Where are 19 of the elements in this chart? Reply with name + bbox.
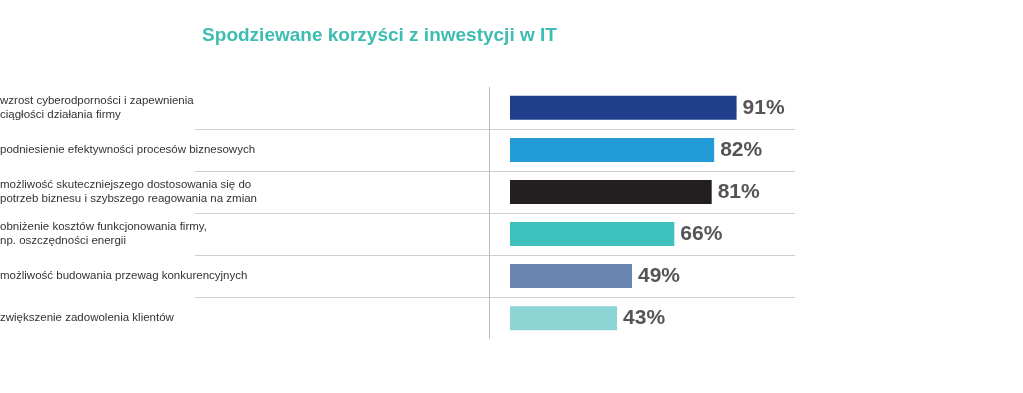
y-tick-label: możliwość budowania przewag konkurencyjnych (0, 269, 248, 282)
bar (510, 95, 737, 120)
data-label: 66% (680, 220, 723, 244)
bar (510, 179, 712, 204)
y-tick-label: możliwość skuteczniejszego dostosowania się do potrzeb biznesu i szybszego reagowania na zmian (0, 178, 257, 205)
y-tick-label: wzrost cyberodporności i zapewnienia ciągłości działania firmy (0, 94, 195, 120)
data-label: 82% (720, 136, 763, 160)
bar (510, 137, 715, 162)
data-label: 91% (742, 94, 785, 118)
bar (510, 222, 675, 247)
bar (510, 306, 618, 331)
bar (510, 264, 633, 289)
chart-title: Spodziewane korzyści z inwestycji w IT (202, 23, 558, 45)
y-tick-label: podniesienie efektywności procesów biznesowych (0, 143, 256, 156)
y-tick-label: zwiększenie zadowolenia klientów (0, 311, 175, 324)
data-label: 49% (638, 262, 681, 286)
data-label: 43% (623, 304, 666, 328)
data-label: 81% (717, 178, 761, 202)
y-tick-label: obniżenie kosztów funkcjonowania firmy, np. oszczędności energii (0, 220, 207, 247)
